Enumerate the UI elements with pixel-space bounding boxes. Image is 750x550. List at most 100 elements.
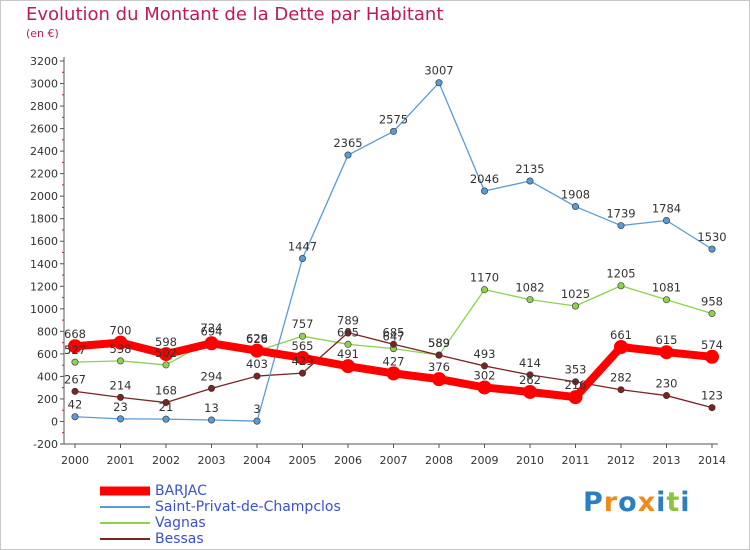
data-point bbox=[617, 222, 625, 230]
x-tick-label: 2013 bbox=[653, 454, 681, 467]
legend-swatch bbox=[100, 538, 150, 540]
data-label: 589 bbox=[428, 336, 450, 350]
data-label: 376 bbox=[428, 360, 450, 374]
data-label: 789 bbox=[337, 314, 359, 328]
y-tick-label: 600 bbox=[37, 348, 58, 361]
x-tick-label: 2007 bbox=[380, 454, 408, 467]
data-point bbox=[71, 387, 79, 395]
axes: -200 0 200 400 600 800 1000 1200 1400 1600 1800 200… bbox=[30, 55, 726, 467]
y-tick-label: 1600 bbox=[30, 235, 58, 248]
data-point bbox=[571, 203, 579, 211]
legend-label: Bessas bbox=[155, 531, 204, 547]
y-tick-label: 1400 bbox=[30, 258, 58, 271]
data-point bbox=[162, 415, 170, 423]
data-point bbox=[344, 340, 352, 348]
data-point bbox=[162, 361, 170, 369]
data-label: 2135 bbox=[515, 162, 544, 176]
data-label: 724 bbox=[201, 321, 223, 335]
data-point bbox=[117, 393, 125, 401]
data-label: 3 bbox=[253, 402, 260, 416]
data-point bbox=[162, 399, 170, 407]
data-point bbox=[389, 127, 397, 135]
data-point bbox=[568, 390, 583, 405]
data-label: 538 bbox=[110, 342, 132, 356]
y-tick-label: 2400 bbox=[30, 145, 58, 158]
series-lines bbox=[68, 79, 719, 425]
x-tick-label: 2010 bbox=[516, 454, 544, 467]
data-label: 647 bbox=[383, 330, 405, 344]
data-label: 216 bbox=[565, 378, 587, 392]
data-label: 1739 bbox=[606, 207, 635, 221]
data-label: 42 bbox=[68, 398, 83, 412]
data-label: 353 bbox=[565, 363, 587, 377]
data-label: 13 bbox=[204, 401, 219, 415]
y-tick-label: 1200 bbox=[30, 280, 58, 293]
data-point bbox=[480, 187, 488, 195]
data-point bbox=[662, 296, 670, 304]
data-label: 1025 bbox=[561, 287, 590, 301]
y-tick-label: 1800 bbox=[30, 213, 58, 226]
data-label: 230 bbox=[656, 377, 678, 391]
data-label: 2365 bbox=[333, 136, 362, 150]
data-label: 2046 bbox=[470, 172, 499, 186]
legend-swatch bbox=[100, 486, 150, 496]
data-label: 403 bbox=[246, 357, 268, 371]
data-point bbox=[208, 416, 216, 424]
data-label: 23 bbox=[113, 400, 128, 414]
legend-label: Saint-Privat-de-Champclos bbox=[155, 499, 341, 515]
y-tick-label: 3000 bbox=[30, 78, 58, 91]
x-tick-label: 2012 bbox=[607, 454, 635, 467]
y-tick-label: 0 bbox=[51, 415, 58, 428]
data-point bbox=[435, 351, 443, 359]
y-tick-label: -200 bbox=[33, 438, 58, 451]
data-point bbox=[708, 310, 716, 318]
legend-label: Vagnas bbox=[155, 515, 206, 531]
x-tick-label: 2008 bbox=[425, 454, 453, 467]
data-label: 1081 bbox=[652, 281, 681, 295]
data-point bbox=[617, 282, 625, 290]
data-label: 565 bbox=[292, 339, 314, 353]
data-point bbox=[480, 286, 488, 294]
data-point bbox=[117, 357, 125, 365]
data-point bbox=[386, 366, 401, 381]
data-label: 1082 bbox=[515, 281, 544, 295]
data-point bbox=[295, 350, 310, 365]
chart-subtitle: (en €) bbox=[26, 27, 59, 40]
data-label: 1784 bbox=[652, 202, 681, 216]
data-point bbox=[432, 372, 446, 387]
data-label: 1205 bbox=[606, 267, 635, 281]
data-point bbox=[113, 335, 128, 350]
data-point bbox=[617, 386, 625, 394]
data-point bbox=[341, 359, 355, 374]
data-point bbox=[344, 151, 352, 159]
data-label: 574 bbox=[701, 338, 723, 352]
legend-label: BARJAC bbox=[155, 483, 207, 499]
data-label: 629 bbox=[246, 332, 268, 346]
data-label: 1447 bbox=[288, 239, 317, 253]
y-tick-label: 2600 bbox=[30, 123, 58, 136]
y-tick-label: 2000 bbox=[30, 190, 58, 203]
data-label: 502 bbox=[155, 346, 177, 360]
data-point bbox=[159, 347, 173, 362]
data-label: 527 bbox=[64, 343, 86, 357]
data-point bbox=[68, 339, 82, 354]
data-point bbox=[208, 384, 216, 392]
data-label: 214 bbox=[110, 378, 132, 392]
x-tick-label: 2014 bbox=[698, 454, 726, 467]
data-point bbox=[253, 372, 261, 380]
x-tick-label: 2009 bbox=[471, 454, 499, 467]
data-point bbox=[204, 336, 219, 351]
data-label: 21 bbox=[159, 400, 174, 414]
data-point bbox=[571, 302, 579, 310]
data-point bbox=[250, 343, 264, 358]
y-tick-label: 1000 bbox=[30, 303, 58, 316]
data-point bbox=[705, 349, 719, 364]
data-label: 267 bbox=[64, 372, 86, 386]
data-point bbox=[708, 404, 716, 412]
data-point bbox=[253, 417, 261, 425]
data-label: 1170 bbox=[470, 271, 499, 285]
legend-swatch bbox=[100, 506, 150, 508]
data-label: 958 bbox=[701, 295, 723, 309]
